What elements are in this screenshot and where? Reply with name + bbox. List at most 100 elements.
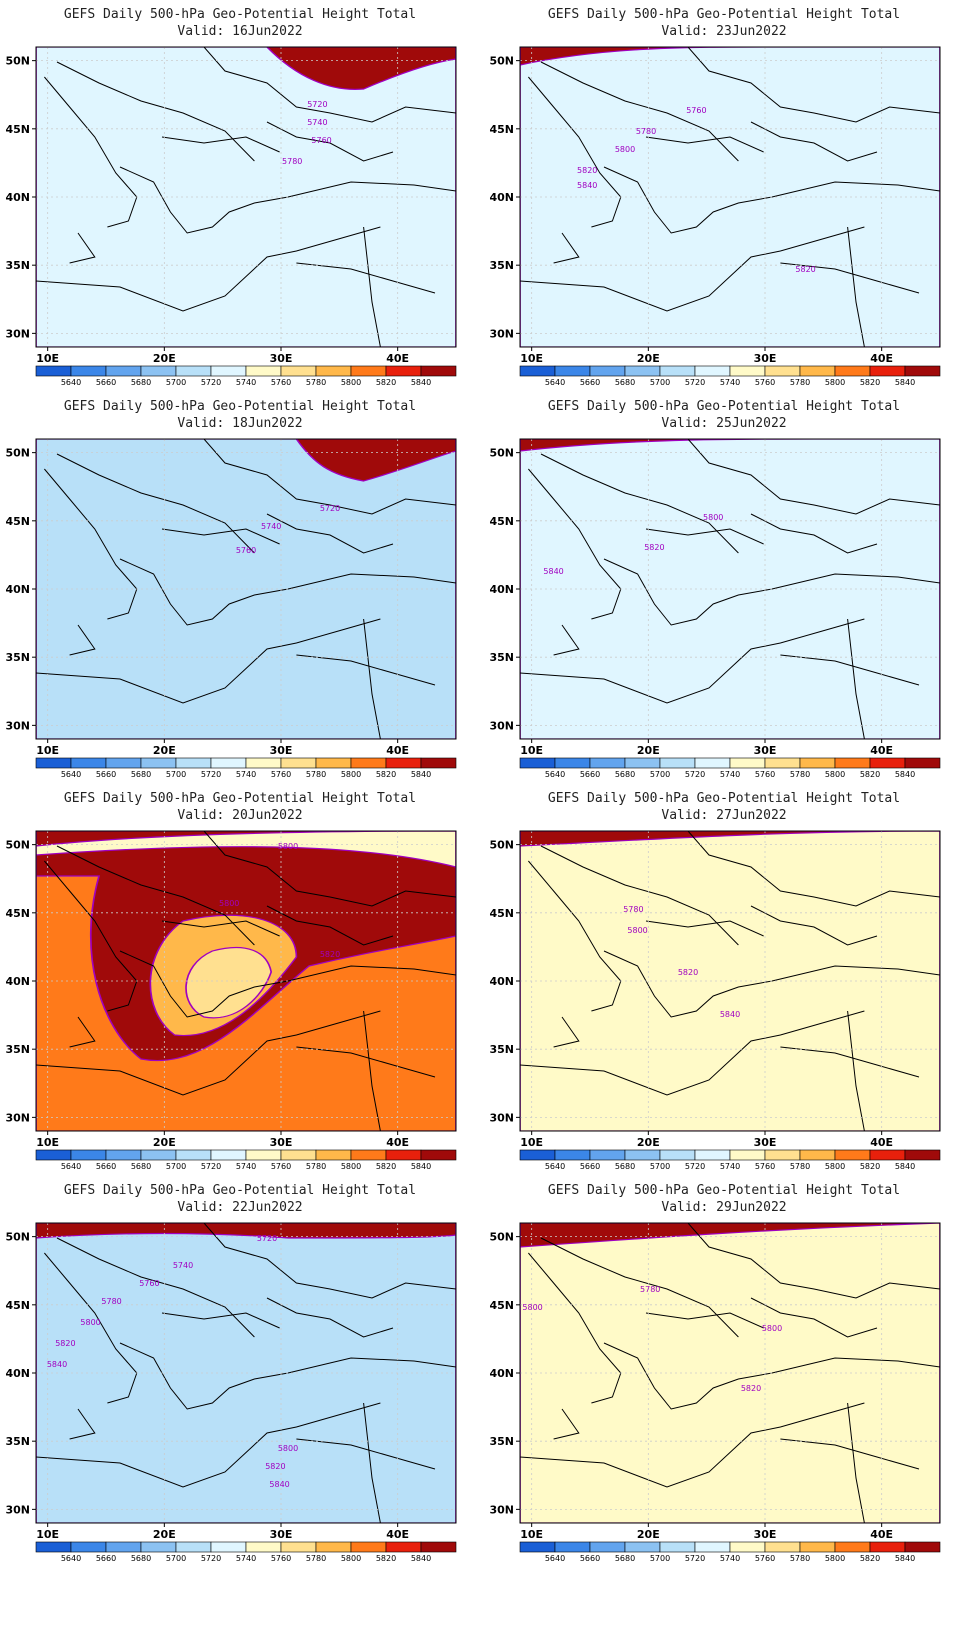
lat-tick-label: 40N bbox=[5, 583, 30, 596]
contour-label: 5820 bbox=[678, 968, 698, 977]
colorbar-label: 5760 bbox=[755, 378, 775, 387]
colorbar-label: 5700 bbox=[166, 1162, 186, 1171]
colorbar-label: 5700 bbox=[166, 378, 186, 387]
colorbar-label: 5720 bbox=[685, 770, 705, 779]
lat-tick-label: 35N bbox=[5, 1043, 30, 1056]
lat-tick-label: 45N bbox=[5, 1299, 30, 1312]
colorbar-label: 5680 bbox=[131, 1162, 151, 1171]
map-panel-18Jun2022: GEFS Daily 500-hPa Geo-Potential Height … bbox=[0, 392, 480, 802]
contour-label: 5840 bbox=[269, 1480, 289, 1489]
height-field bbox=[36, 831, 456, 1131]
colorbar-label: 5840 bbox=[895, 1162, 915, 1171]
contour-label: 5800 bbox=[627, 926, 647, 935]
contour-label: 5800 bbox=[762, 1324, 782, 1333]
contour-label: 5800 bbox=[219, 899, 239, 908]
colorbar-label: 5680 bbox=[615, 770, 635, 779]
contour-label: 5780 bbox=[101, 1297, 121, 1306]
colorbar-label: 5820 bbox=[860, 378, 880, 387]
colorbar-label: 5640 bbox=[545, 378, 565, 387]
colorbar-label: 5640 bbox=[61, 1162, 81, 1171]
colorbar-label: 5760 bbox=[755, 1554, 775, 1563]
map-svg: GEFS Daily 500-hPa Geo-Potential Height … bbox=[5, 399, 457, 779]
colorbar-label: 5720 bbox=[201, 770, 221, 779]
colorbar-label: 5840 bbox=[411, 1162, 431, 1171]
colorbar-label: 5660 bbox=[96, 1162, 116, 1171]
lon-tick-label: 30E bbox=[270, 1528, 293, 1541]
lat-tick-label: 40N bbox=[489, 975, 514, 988]
colorbar-label: 5680 bbox=[131, 770, 151, 779]
colorbar: 5640 5660 5680 5700 5720 5740 5760 5780 5800 5820… bbox=[519, 1541, 941, 1563]
valid-date: Valid: 22Jun2022 bbox=[177, 1200, 302, 1215]
colorbar-label: 5740 bbox=[236, 770, 256, 779]
lon-tick-label: 40E bbox=[870, 744, 893, 757]
lon-tick-label: 20E bbox=[637, 352, 660, 365]
contour-label: 5820 bbox=[265, 1462, 285, 1471]
lon-tick-label: 30E bbox=[270, 744, 293, 757]
colorbar-label: 5740 bbox=[236, 1554, 256, 1563]
valid-date: Valid: 20Jun2022 bbox=[177, 808, 302, 823]
lat-tick-label: 35N bbox=[489, 259, 514, 272]
colorbar-label: 5660 bbox=[580, 1162, 600, 1171]
colorbar-label: 5800 bbox=[825, 1554, 845, 1563]
map-panel-29Jun2022: GEFS Daily 500-hPa Geo-Potential Height … bbox=[484, 1176, 964, 1586]
colorbar-label: 5720 bbox=[201, 1162, 221, 1171]
contour-label: 5740 bbox=[261, 522, 281, 531]
colorbar-label: 5760 bbox=[755, 770, 775, 779]
lon-tick-label: 30E bbox=[754, 1136, 777, 1149]
colorbar-label: 5680 bbox=[615, 378, 635, 387]
contour-label: 5780 bbox=[282, 157, 302, 166]
colorbar-label: 5640 bbox=[61, 1554, 81, 1563]
contour-label: 5800 bbox=[522, 1303, 542, 1312]
lat-tick-label: 35N bbox=[5, 1435, 30, 1448]
valid-date: Valid: 23Jun2022 bbox=[661, 24, 786, 39]
lat-tick-label: 45N bbox=[5, 907, 30, 920]
gridlines bbox=[520, 47, 940, 347]
colorbar-label: 5740 bbox=[720, 1162, 740, 1171]
map-title: GEFS Daily 500-hPa Geo-Potential Height … bbox=[548, 1183, 900, 1198]
colorbar-label: 5720 bbox=[685, 1162, 705, 1171]
valid-date: Valid: 29Jun2022 bbox=[661, 1200, 786, 1215]
contour-label: 5780 bbox=[623, 905, 643, 914]
lat-tick-label: 30N bbox=[489, 327, 514, 340]
coastlines bbox=[520, 1223, 940, 1523]
lat-tick-label: 50N bbox=[489, 447, 514, 460]
colorbar-label: 5640 bbox=[545, 1162, 565, 1171]
lat-tick-label: 30N bbox=[489, 719, 514, 732]
lon-tick-label: 10E bbox=[520, 1528, 543, 1541]
map-svg: GEFS Daily 500-hPa Geo-Potential Height … bbox=[489, 399, 941, 779]
contour-label: 5820 bbox=[55, 1339, 75, 1348]
colorbar: 5640 5660 5680 5700 5720 5740 5760 5780 5800 5820… bbox=[35, 757, 457, 779]
colorbar-label: 5720 bbox=[201, 1554, 221, 1563]
contour-label: 5800 bbox=[703, 513, 723, 522]
lat-tick-label: 35N bbox=[5, 651, 30, 664]
lon-tick-label: 10E bbox=[520, 352, 543, 365]
lat-tick-label: 45N bbox=[5, 123, 30, 136]
colorbar-label: 5840 bbox=[895, 1554, 915, 1563]
colorbar-label: 5780 bbox=[306, 770, 326, 779]
colorbar-label: 5680 bbox=[131, 378, 151, 387]
lon-tick-label: 30E bbox=[754, 1528, 777, 1541]
gridlines bbox=[520, 831, 940, 1131]
valid-date: Valid: 25Jun2022 bbox=[661, 416, 786, 431]
map-title: GEFS Daily 500-hPa Geo-Potential Height … bbox=[64, 791, 416, 806]
colorbar-label: 5760 bbox=[271, 1554, 291, 1563]
lat-tick-label: 50N bbox=[5, 839, 30, 852]
map-title: GEFS Daily 500-hPa Geo-Potential Height … bbox=[64, 1183, 416, 1198]
map-title: GEFS Daily 500-hPa Geo-Potential Height … bbox=[64, 399, 416, 414]
colorbar-label: 5640 bbox=[61, 378, 81, 387]
contour-label: 5780 bbox=[636, 127, 656, 136]
colorbar: 5640 5660 5680 5700 5720 5740 5760 5780 5800 5820… bbox=[519, 757, 941, 779]
colorbar-label: 5800 bbox=[341, 378, 361, 387]
lat-tick-label: 30N bbox=[489, 1111, 514, 1124]
coastlines bbox=[36, 1223, 456, 1523]
contour-label: 5820 bbox=[741, 1384, 761, 1393]
lon-tick-label: 40E bbox=[386, 1528, 409, 1541]
colorbar-label: 5820 bbox=[376, 770, 396, 779]
map-title: GEFS Daily 500-hPa Geo-Potential Height … bbox=[64, 7, 416, 22]
lat-tick-label: 45N bbox=[489, 123, 514, 136]
colorbar-label: 5800 bbox=[825, 378, 845, 387]
lat-tick-label: 30N bbox=[5, 327, 30, 340]
lon-tick-label: 20E bbox=[153, 1528, 176, 1541]
colorbar-label: 5740 bbox=[720, 378, 740, 387]
